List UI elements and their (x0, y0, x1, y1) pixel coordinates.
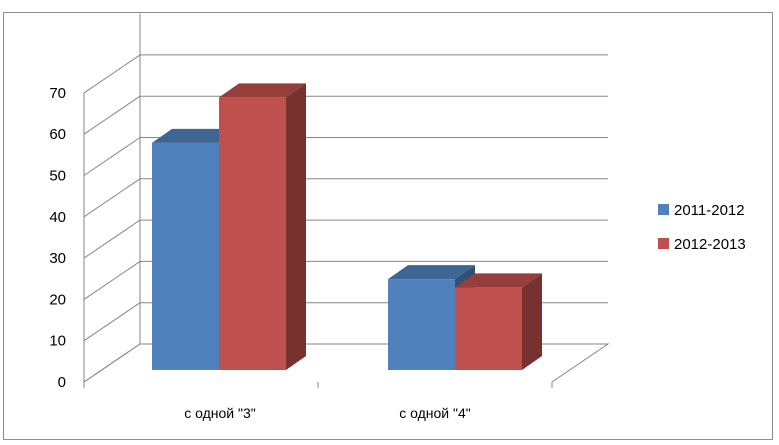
gridline-side (83, 343, 141, 383)
x-axis-labels: с одной "3" с одной "4" (184, 405, 471, 421)
gridline-side (83, 219, 141, 259)
y-axis-ticks: 0 10 20 30 40 50 60 70 (49, 85, 66, 391)
legend-swatch (658, 238, 669, 249)
bar-side (522, 273, 542, 370)
legend-swatch (658, 204, 669, 215)
y-tick-label: 0 (58, 374, 66, 391)
bar-front (152, 142, 219, 370)
bar-top (455, 273, 542, 288)
gridline-side (83, 95, 141, 135)
bar (455, 273, 542, 370)
y-tick-label: 30 (49, 250, 66, 267)
gridline-side (83, 302, 141, 342)
legend: 2011-2012 2012-2013 (658, 202, 746, 253)
gridline-side (83, 260, 141, 300)
bar-top (152, 128, 239, 143)
legend-label: 2012-2013 (674, 236, 746, 253)
gridline-side (83, 178, 141, 218)
x-tick-label: с одной "4" (399, 405, 471, 421)
bar-side (286, 83, 306, 371)
y-tick-label: 10 (49, 333, 66, 350)
bar-top (388, 265, 475, 280)
bar-front (219, 97, 286, 371)
y-tick-label: 20 (49, 291, 66, 308)
y-tick-label: 40 (49, 209, 66, 226)
gridline-side (83, 54, 141, 94)
bar (219, 83, 306, 371)
gridline-side (83, 137, 141, 176)
y-tick-label: 60 (49, 126, 66, 143)
y-tick-label: 50 (49, 168, 66, 185)
bar-front (455, 287, 522, 370)
x-tick-label: с одной "3" (184, 405, 256, 421)
chart-bars (152, 83, 542, 371)
y-tick-label: 70 (49, 85, 66, 102)
bar-top (219, 83, 306, 98)
bar-front (388, 279, 455, 370)
legend-label: 2011-2012 (674, 202, 745, 219)
